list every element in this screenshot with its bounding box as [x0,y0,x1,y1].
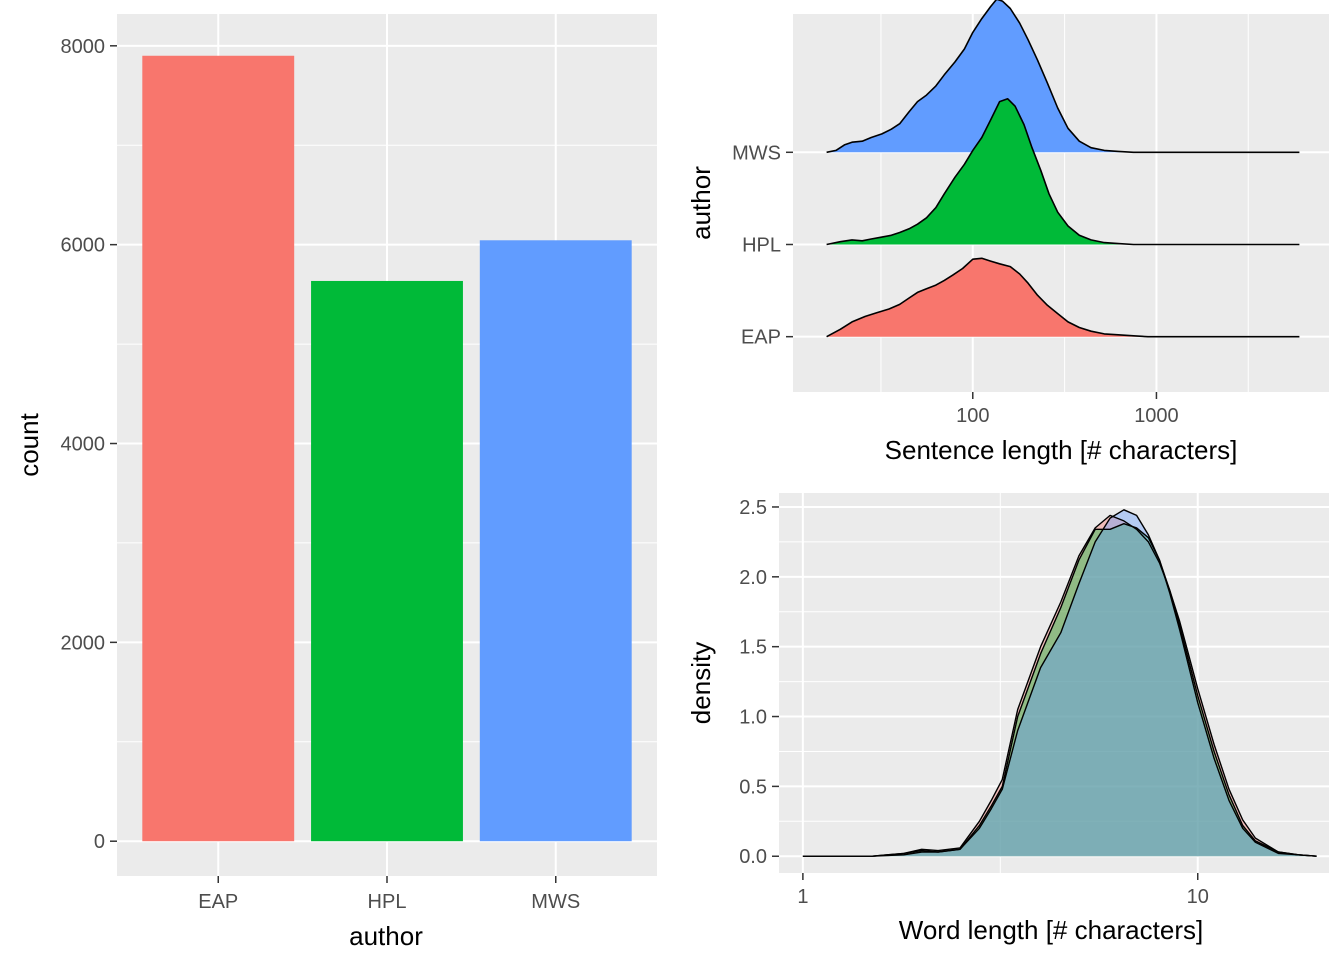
density-panel: 0.0 0.5 1.0 1.5 2.0 2.5 1 10 Word length [# cha… [686,493,1329,945]
ridgeline-x-axis-title: Sentence length [# characters] [885,435,1238,465]
density-fill-mws [802,509,1317,857]
ridgeline-panel: 100 1000 EAP HPL MWS Sentence length [# char… [686,0,1329,465]
ridge-fill-hpl [826,98,1134,245]
ridge-x-tick-label: 100 [956,405,989,427]
density-x-axis-title: Word length [# characters] [899,915,1203,945]
ridge-outline-eap [826,257,1300,338]
ridge-fill-eap [826,258,1148,337]
ridge-y-tick-label: EAP [741,327,781,349]
bar-chart-x-axis-title: author [349,921,423,951]
density-background [779,493,1329,873]
ridge-y-tick-label: MWS [732,142,781,164]
density-fill-hpl [802,523,1317,857]
bar-x-tick-label: HPL [368,891,407,913]
density-y-tick-label: 0.5 [739,776,767,798]
density-y-tick-label: 2.0 [739,567,767,589]
bar-x-tick-label: MWS [531,891,580,913]
density-y-tick-label: 1.0 [739,707,767,729]
density-y-tick-label: 0.0 [739,846,767,868]
ridge-outline-mws [826,0,1300,154]
bar-y-tick-label: 2000 [61,632,106,654]
density-y-axis-title: density [686,642,716,724]
bar-chart-panel: 0 2000 4000 6000 8000 EAP HPL MWS author count [14,14,657,951]
ridge-outline-hpl [826,98,1300,246]
bar-y-tick-label: 4000 [61,434,106,456]
density-y-tick-label: 1.5 [739,637,767,659]
density-outline-eap [802,514,1317,857]
bar-x-tick-label: EAP [198,891,238,913]
ridge-fill-mws [826,0,1134,153]
bar-mws [479,240,632,842]
ridge-y-tick-label: HPL [742,234,781,256]
bar-eap [142,55,295,842]
bar-y-tick-label: 0 [94,831,105,853]
bar-chart-y-axis-title: count [14,412,44,476]
density-y-tick-label: 2.5 [739,497,767,519]
density-x-tick-label: 10 [1187,886,1209,908]
density-outline-mws [802,509,1317,857]
ridge-x-tick-label: 1000 [1134,405,1179,427]
density-x-tick-label: 1 [797,886,808,908]
bar-hpl [311,280,463,842]
bar-y-tick-label: 6000 [61,235,106,257]
density-fill-eap [802,515,1317,857]
ridgeline-y-axis-title: author [686,166,716,240]
bar-y-tick-label: 8000 [61,36,106,58]
